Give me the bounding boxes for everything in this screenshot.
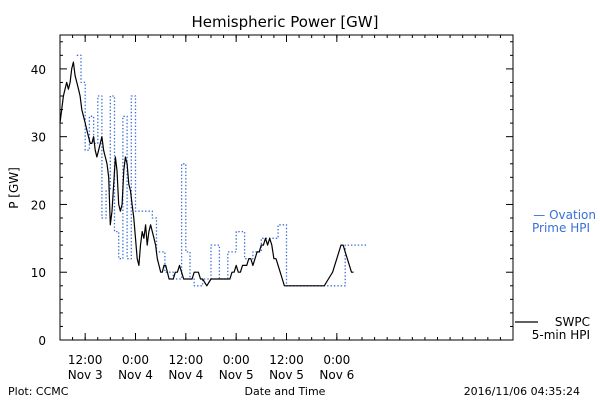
x-tick-time-label: 12:00 xyxy=(169,353,204,367)
x-tick-time-label: 0:00 xyxy=(122,353,149,367)
swpc-hpi-line xyxy=(59,61,354,287)
x-tick-date-label: Nov 5 xyxy=(269,368,304,382)
x-tick-date-label: Nov 4 xyxy=(118,368,153,382)
y-tick-label: 40 xyxy=(31,63,46,77)
legend-ovation-line2: Prime HPI xyxy=(532,221,590,235)
chart-title: Hemispheric Power [GW] xyxy=(192,13,379,31)
footer-timestamp: 2016/11/06 04:35:24 xyxy=(464,385,580,398)
x-tick-time-label: 12:00 xyxy=(269,353,304,367)
x-tick-date-label: Nov 3 xyxy=(68,368,103,382)
x-tick-date-label: Nov 6 xyxy=(319,368,354,382)
y-tick-label: 0 xyxy=(38,334,46,348)
ovation-hpi-line xyxy=(76,54,367,287)
x-tick-date-label: Nov 4 xyxy=(168,368,203,382)
x-tick-time-label: 0:00 xyxy=(223,353,250,367)
series-layer xyxy=(59,54,367,287)
x-tick-date-label: Nov 5 xyxy=(219,368,254,382)
legend-swpc-line1: SWPC xyxy=(555,315,590,329)
x-axis-label: Date and Time xyxy=(245,385,326,398)
y-tick-label: 30 xyxy=(31,131,46,145)
plot-frame xyxy=(59,34,514,341)
legend-swpc-line2: 5-min HPI xyxy=(532,328,590,342)
x-tick-time-label: 0:00 xyxy=(323,353,350,367)
footer-left: Plot: CCMC xyxy=(8,385,69,398)
y-axis-label: P [GW] xyxy=(7,167,21,209)
x-tick-time-label: 12:00 xyxy=(68,353,103,367)
y-tick-label: 20 xyxy=(31,198,46,212)
y-tick-label: 10 xyxy=(31,266,46,280)
legend-ovation-line1: — Ovation xyxy=(533,208,596,222)
